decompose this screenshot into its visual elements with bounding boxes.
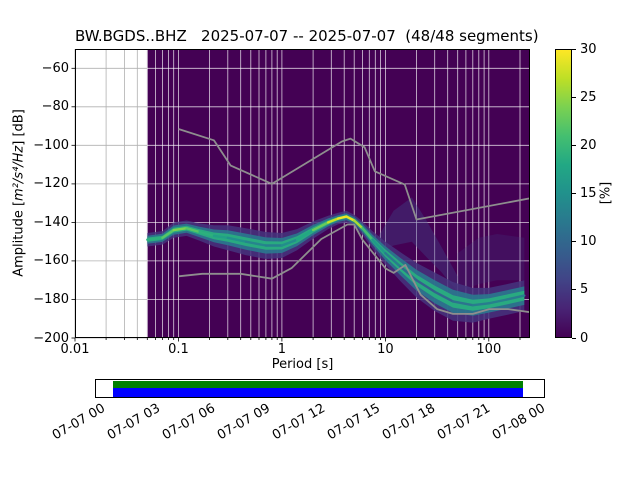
y-axis-label-units: m²/s⁴/Hz	[11, 145, 27, 201]
psd-band-inner	[147, 214, 525, 311]
psd-mode-line	[505, 294, 526, 301]
psd-mode-line	[345, 215, 356, 222]
x-tick-label: 1	[277, 342, 287, 357]
time-tick-label: 07-07 06	[159, 401, 218, 444]
colorbar-tick-mark	[572, 289, 576, 291]
psd-mode-line	[161, 228, 175, 240]
time-tick-label: 07-08 00	[489, 401, 548, 444]
time-tick-label: 07-07 21	[434, 401, 493, 444]
nhnm-line	[178, 128, 530, 221]
y-tick-label: −60	[41, 60, 69, 76]
y-axis-label: Amplitude [m²/s⁴/Hz] [dB]	[12, 109, 27, 277]
psd-mode-line	[226, 236, 248, 243]
y-tick-label: −160	[33, 253, 69, 269]
psd-mode-line	[415, 278, 436, 294]
time-tick-label: 07-07 00	[49, 401, 108, 444]
psd-mode-line	[326, 217, 340, 224]
x-tick-label: 0.01	[60, 342, 90, 357]
psd-mode-line	[311, 221, 330, 232]
nlnm-line	[178, 223, 530, 315]
colorbar-label: [%]	[598, 181, 614, 205]
psd-mode-line	[280, 238, 299, 247]
colorbar-tick-mark	[572, 337, 576, 339]
colorbar-tick-label: 30	[580, 41, 597, 57]
y-tick-label: −180	[33, 291, 69, 307]
colorbar-tick-mark	[572, 193, 576, 194]
psd-mode-line	[295, 228, 315, 241]
time-tick-label: 07-07 12	[269, 401, 328, 444]
coverage-bar-blue	[113, 388, 523, 397]
psd-mode-line	[361, 226, 374, 241]
psd-low-probability-haze	[375, 197, 458, 292]
colorbar-tick-label: 0	[580, 330, 589, 346]
x-tick-label: 0.1	[168, 342, 189, 357]
psd-mode-line	[337, 215, 348, 220]
time-tick-label: 07-07 15	[324, 401, 383, 444]
colorbar-tick-label: 25	[580, 89, 597, 105]
psd-mode-line	[198, 230, 216, 238]
colorbar-tick-label: 15	[580, 186, 597, 201]
y-tick-label: −140	[33, 214, 69, 230]
psd-mode-line	[451, 300, 474, 307]
psd-mode-line	[384, 251, 402, 268]
coverage-bar-green	[113, 381, 523, 388]
colorbar-tick-label: 10	[580, 234, 597, 250]
x-axis-label: Period [s]	[271, 357, 334, 372]
y-tick-label: −80	[41, 99, 69, 115]
time-tick-label: 07-07 03	[104, 401, 163, 444]
psd-low-probability-haze	[457, 234, 525, 292]
y-tick-label: −200	[33, 330, 69, 346]
psd-mode-line	[185, 226, 201, 234]
x-tick-label: 10	[377, 342, 394, 357]
time-tick-label: 07-07 18	[379, 401, 438, 444]
colorbar	[555, 49, 572, 338]
colorbar-tick-mark	[572, 48, 576, 50]
psd-mode-line	[172, 226, 188, 232]
y-tick-label: −100	[33, 137, 69, 153]
time-tick-label: 07-07 09	[214, 401, 273, 444]
psd-mode-line	[433, 290, 455, 303]
y-tick-label: −120	[33, 176, 69, 192]
psd-plot-area	[71, 49, 531, 342]
psd-mode-line	[244, 240, 268, 247]
colorbar-tick-mark	[572, 241, 576, 243]
plot-title: BW.BGDS..BHZ 2025-07-07 -- 2025-07-07 (4…	[75, 27, 539, 45]
psd-mode-line	[212, 234, 230, 240]
psd-mode-line	[371, 238, 387, 255]
psd-mode-line	[399, 265, 418, 282]
psd-mode-line	[487, 298, 509, 305]
x-tick-label: 100	[476, 342, 502, 357]
colorbar-tick-label: 20	[580, 137, 597, 153]
psd-mode-line	[146, 236, 164, 241]
psd-mode-line	[471, 302, 490, 307]
colorbar-tick-mark	[572, 96, 576, 98]
colorbar-tick-mark	[572, 144, 576, 146]
colorbar-tick-label: 5	[580, 282, 589, 298]
psd-mode-line	[353, 219, 364, 230]
axes-frame	[75, 49, 530, 338]
